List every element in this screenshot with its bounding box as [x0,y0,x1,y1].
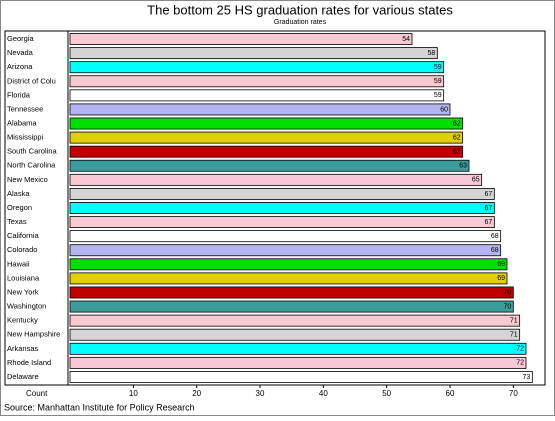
value-label: 58 [428,50,436,57]
bar [69,300,514,313]
value-label: 69 [497,261,505,268]
y-tick-label: New York [7,287,39,296]
bar [69,342,527,355]
y-tick-label: California [7,231,40,240]
y-tick-label: Delaware [7,372,39,381]
value-label: 59 [434,78,442,85]
bar [69,103,451,116]
value-label: 69 [497,275,505,282]
bar [69,187,495,200]
bar [69,202,495,214]
y-tick-label: Washington [7,302,46,311]
chart-title: The bottom 25 HS graduation rates for va… [147,2,453,17]
y-tick-label: District of Colu [7,76,56,85]
bar [69,131,464,144]
value-label: 71 [510,317,518,324]
bar [69,145,464,158]
y-tick-label: Texas [7,217,27,226]
value-label: 62 [453,134,461,141]
y-tick-label: Alaska [7,189,30,198]
y-tick-label: New Mexico [7,175,48,184]
value-label: 68 [491,247,499,254]
bar [69,216,495,229]
y-tick-label: Kentucky [7,316,38,325]
bar [69,272,508,285]
y-tick-label: Colorado [7,245,37,254]
bar [69,33,413,45]
value-label: 70 [504,289,512,296]
value-label: 67 [485,191,493,198]
y-tick-label: Georgia [7,34,35,43]
bar [69,244,502,257]
bar [69,356,527,369]
value-label: 59 [434,64,442,71]
value-label: 68 [491,233,499,240]
value-label: 67 [485,205,493,212]
bar [69,230,502,243]
y-tick-label: Nevada [7,48,34,57]
plot-frame [4,30,546,386]
y-tick-label: Arkansas [7,344,39,353]
x-tick-label: 40 [319,389,328,398]
bar [69,61,445,74]
x-tick-label: 60 [446,389,455,398]
bar [69,328,521,341]
value-label: 73 [523,374,531,381]
value-label: 59 [434,92,442,99]
y-tick-label: Alabama [7,119,37,128]
y-tick-label: Arizona [7,62,33,71]
y-tick-label: South Carolina [7,147,57,156]
value-label: 67 [485,219,493,226]
x-tick-label: 50 [382,389,391,398]
value-label: 54 [402,36,410,43]
value-label: 71 [510,332,518,339]
bar [69,117,464,130]
y-tick-label: Rhode Island [7,358,51,367]
bar [69,286,514,299]
bar [69,159,470,172]
value-label: 72 [516,360,524,367]
bar [69,314,521,327]
y-tick-label: North Carolina [7,161,56,170]
bar [69,371,533,383]
source: Source: Manhattan Institute for Policy R… [4,402,195,412]
value-label: 60 [440,106,448,113]
value-label: 65 [472,177,480,184]
value-label: 70 [504,303,512,310]
value-label: 72 [516,346,524,353]
x-tick-label: 20 [192,389,201,398]
x-axis-label: Count [26,389,48,398]
value-label: 62 [453,120,461,127]
y-tick-label: New Hampshire [7,330,60,339]
value-label: 63 [459,163,467,170]
y-tick-label: Hawaii [7,259,30,268]
y-tick-label: Florida [7,90,31,99]
y-tick-label: Louisiana [7,273,40,282]
bar [69,47,438,60]
value-label: 62 [453,149,461,156]
x-tick-label: 70 [509,389,518,398]
bar [69,75,445,88]
y-tick-label: Mississippi [7,133,44,142]
chart-subtitle: Graduation rates [274,19,327,26]
bar [69,173,483,186]
y-tick-label: Tennessee [7,104,43,113]
y-tick-label: Oregon [7,203,32,212]
bar [69,258,508,271]
x-tick-label: 10 [129,389,138,398]
bar [69,89,445,102]
x-tick-label: 30 [256,389,265,398]
